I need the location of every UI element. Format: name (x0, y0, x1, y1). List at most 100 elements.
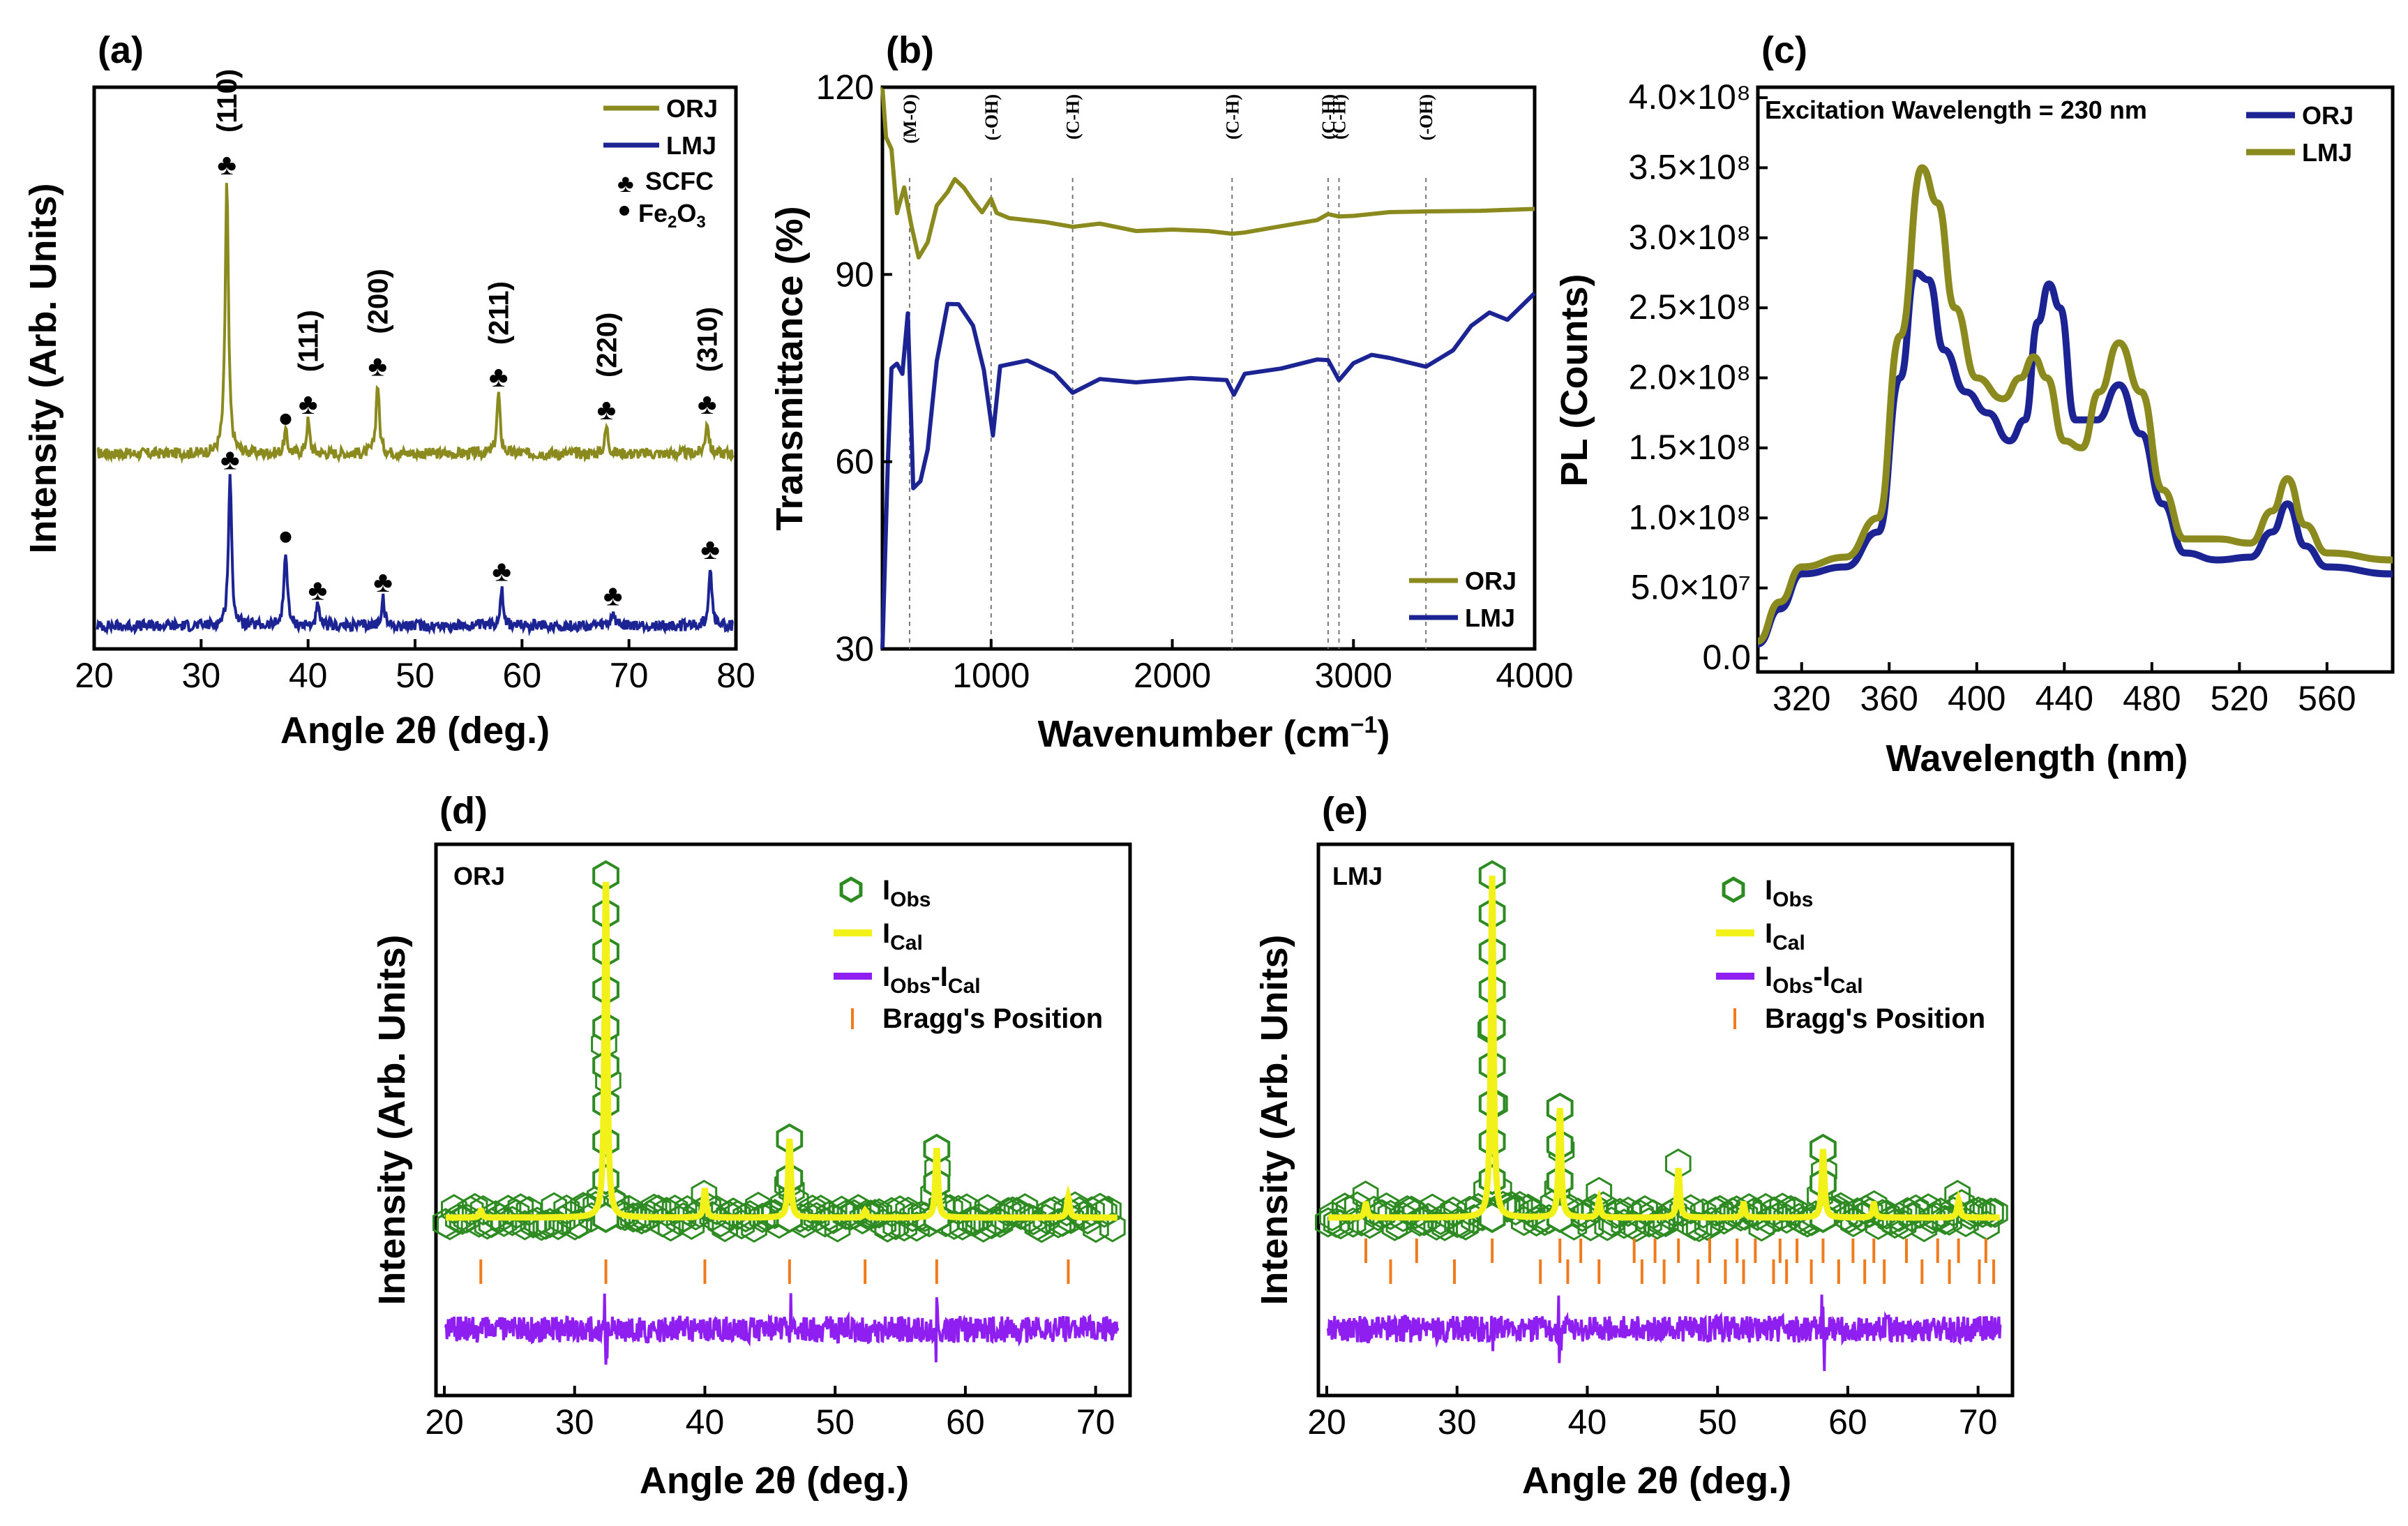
series-orj-line (96, 183, 735, 465)
observed-marker (1502, 1195, 1529, 1226)
x-tick-label: 30 (182, 656, 221, 695)
y-tick-label: 0.0 (1702, 638, 1751, 677)
observed-marker (1886, 1202, 1913, 1232)
x-tick-label: 520 (2211, 679, 2268, 718)
x-tick-label: 70 (1076, 1402, 1115, 1442)
observed-marker (1894, 1197, 1921, 1227)
series-orj-line (1756, 269, 2393, 648)
panel-d-label: (d) (439, 790, 488, 832)
hkl-label: (310) (693, 307, 723, 372)
observed-marker (749, 1202, 776, 1234)
difference-line (444, 1293, 1120, 1365)
panel-c-ticks: 320 360 400 440 480 520 560 0.0 5.0×10⁷ 1.0×10⁸ 1.… (1629, 77, 2356, 718)
legend-orj-label: ORJ (666, 94, 718, 123)
legend-obs-label: IObs (1765, 875, 1813, 911)
legend-orj-label: ORJ (1465, 567, 1517, 595)
observed-marker (849, 1204, 876, 1235)
legend-scfc-label: SCFC (645, 167, 714, 195)
calculated-line (1327, 875, 2000, 1221)
y-tick-label: 120 (816, 68, 874, 107)
observed-marker (1028, 1212, 1055, 1243)
observed-marker (866, 1198, 893, 1229)
panel-d-x-label: Angle 2θ (deg.) (640, 1460, 909, 1502)
observed-marker (1690, 1198, 1717, 1229)
panel-e-frame (1316, 842, 2015, 1398)
x-tick-label: 60 (503, 656, 542, 695)
y-tick-label: 30 (835, 629, 874, 668)
fe2o3-marker (280, 413, 292, 425)
observed-marker (1773, 1203, 1800, 1234)
legend-lmj-label: LMJ (1465, 604, 1515, 632)
y-tick-label: 1.0×10⁸ (1629, 498, 1751, 537)
calculated-line (445, 881, 1118, 1221)
observed-marker (486, 1202, 513, 1234)
scfc-marker: ♣ (700, 532, 720, 565)
dot-icon (619, 206, 629, 216)
panel-c-legend: ORJ LMJ (2246, 101, 2354, 167)
x-tick-label: 80 (716, 656, 755, 695)
legend-bragg-label: Bragg's Position (882, 1003, 1103, 1034)
scfc-marker: ♣ (597, 393, 617, 426)
y-tick-label: 90 (835, 255, 874, 294)
series-lmj-line (96, 474, 734, 637)
hkl-label: (220) (592, 313, 622, 377)
x-tick-label: 4000 (1496, 656, 1573, 695)
observed-marker (1856, 1197, 1883, 1228)
panel-e-sample-label: LMJ (1332, 862, 1383, 890)
hkl-label: (111) (294, 310, 324, 372)
scfc-marker: ♣ (217, 148, 236, 181)
y-tick-label: 5.0×10⁷ (1631, 568, 1751, 607)
x-tick-label: 400 (1948, 679, 2006, 718)
panel-d: (d) 20 30 40 50 60 70 ORJ Angle 2θ (deg.) Int… (371, 790, 1132, 1502)
observed-marker (1083, 1212, 1109, 1243)
series-lmj-line (880, 292, 1537, 650)
x-tick-label: 70 (1959, 1402, 1998, 1442)
y-tick-label: 3.5×10⁸ (1629, 147, 1751, 186)
panel-c-x-label: Wavelength (nm) (1886, 738, 2188, 779)
panel-e-y-label: Intensity (Arb. Units) (1254, 934, 1295, 1305)
y-tick-label: 3.0×10⁸ (1629, 218, 1751, 257)
x-tick-label: 50 (815, 1402, 855, 1442)
legend-diff-label: IObs-ICal (882, 962, 981, 998)
series-lmj-line (1756, 164, 2393, 645)
panel-d-frame (434, 842, 1132, 1398)
x-tick-label: 440 (2035, 679, 2093, 718)
panel-a-y-label: Intensity (Arb. Units) (22, 183, 64, 553)
panel-d-x-ticks: 20 30 40 50 60 70 (425, 1386, 1115, 1442)
series-orj-line (880, 87, 1535, 260)
panel-a-label: (a) (98, 29, 144, 71)
x-tick-label: 3000 (1315, 656, 1392, 695)
panel-e-x-ticks: 20 30 40 50 60 70 (1307, 1386, 1997, 1442)
observed-marker (724, 1200, 751, 1231)
x-tick-label: 20 (75, 656, 114, 695)
observed-marker (999, 1196, 1026, 1227)
fe2o3-marker (280, 531, 292, 543)
scfc-marker: ♣ (220, 443, 240, 476)
y-tick-label: 4.0×10⁸ (1629, 77, 1751, 117)
panel-e-label: (e) (1322, 790, 1368, 832)
legend-obs-label: IObs (882, 875, 931, 911)
observed-marker (661, 1194, 688, 1225)
observed-marker (961, 1206, 988, 1236)
x-tick-label: 480 (2123, 679, 2181, 718)
observed-marker (1058, 1204, 1084, 1234)
legend-bragg-label: Bragg's Position (1765, 1003, 1985, 1034)
observed-marker (1478, 1164, 1506, 1195)
observed-marker (592, 1164, 619, 1195)
panel-a: (a) ♣ ♣ ♣ ♣ ♣ ♣ ♣ ♣ ♣ ♣ ♣ ♣ 20 30 40 50 60 70 80 Angle 2θ… (22, 29, 755, 751)
legend-fe2o3-label: Fe2O3 (638, 199, 706, 232)
observed-marker (1627, 1199, 1654, 1230)
x-tick-label: 360 (1860, 679, 1918, 718)
observed-marker (1427, 1204, 1454, 1236)
observed-marker (457, 1195, 484, 1227)
observed-marker (1615, 1196, 1641, 1227)
scfc-marker: ♣ (698, 387, 717, 420)
observed-marker (1982, 1197, 2008, 1228)
club-icon: ♣ (617, 169, 634, 197)
panel-c-y-label: PL (Counts) (1553, 274, 1595, 487)
x-tick-label: 40 (289, 656, 328, 695)
observed-marker (1095, 1195, 1122, 1226)
scfc-marker: ♣ (308, 574, 328, 606)
scfc-marker: ♣ (299, 387, 318, 420)
x-tick-label: 70 (610, 656, 649, 695)
